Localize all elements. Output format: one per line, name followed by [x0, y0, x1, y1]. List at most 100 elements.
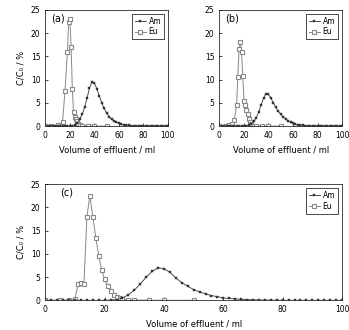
- Eu: [86, 124, 90, 128]
- Eu: [223, 124, 228, 128]
- Eu: [235, 103, 239, 107]
- Eu: [236, 75, 240, 79]
- Legend: Am, Eu: Am, Eu: [132, 14, 164, 39]
- Eu: [43, 124, 47, 128]
- Am: [301, 123, 305, 127]
- Am: [245, 298, 249, 302]
- Eu: [117, 296, 121, 300]
- Eu: [237, 48, 241, 51]
- Eu: [100, 268, 104, 272]
- Eu: [69, 45, 73, 49]
- Y-axis label: C/C₀ / %: C/C₀ / %: [16, 51, 25, 85]
- Line: Am: Am: [218, 92, 343, 127]
- Am: [90, 80, 94, 84]
- Am: [166, 124, 170, 128]
- Am: [163, 124, 168, 128]
- Text: (a): (a): [52, 14, 65, 23]
- Eu: [147, 298, 151, 302]
- Eu: [76, 282, 80, 286]
- Eu: [80, 124, 84, 128]
- Line: Eu: Eu: [217, 40, 283, 128]
- Am: [334, 298, 338, 302]
- X-axis label: Volume of effluent / ml: Volume of effluent / ml: [146, 320, 242, 329]
- Eu: [74, 117, 78, 121]
- Eu: [240, 74, 245, 78]
- Eu: [73, 297, 77, 301]
- Line: Am: Am: [44, 267, 343, 302]
- Eu: [246, 113, 250, 116]
- Eu: [92, 124, 96, 128]
- Eu: [77, 123, 82, 127]
- Eu: [91, 215, 95, 219]
- Line: Eu: Eu: [43, 17, 109, 128]
- Am: [109, 298, 113, 302]
- Eu: [227, 123, 231, 127]
- Eu: [63, 89, 67, 93]
- Am: [254, 116, 258, 120]
- Am: [244, 124, 248, 128]
- Am: [340, 298, 344, 302]
- Eu: [254, 124, 258, 128]
- Eu: [70, 87, 74, 91]
- Am: [264, 91, 268, 95]
- Eu: [85, 215, 89, 219]
- Eu: [105, 284, 110, 288]
- Eu: [82, 282, 86, 286]
- Eu: [247, 117, 251, 121]
- Eu: [242, 99, 246, 103]
- Eu: [162, 298, 166, 302]
- Am: [70, 124, 74, 128]
- Y-axis label: C/C₀ / %: C/C₀ / %: [16, 225, 25, 259]
- Eu: [120, 297, 125, 301]
- Eu: [60, 120, 65, 124]
- Am: [337, 124, 342, 128]
- Am: [138, 282, 142, 286]
- Am: [217, 124, 222, 128]
- Eu: [249, 122, 253, 126]
- Am: [340, 124, 344, 128]
- Legend: Am, Eu: Am, Eu: [306, 188, 338, 214]
- Text: (b): (b): [225, 14, 239, 23]
- Am: [127, 123, 131, 127]
- Eu: [192, 298, 196, 302]
- Eu: [65, 50, 69, 54]
- Eu: [243, 103, 247, 107]
- Eu: [58, 298, 62, 302]
- Line: Eu: Eu: [43, 193, 196, 303]
- Eu: [109, 289, 113, 293]
- Eu: [244, 108, 248, 112]
- Am: [82, 106, 87, 110]
- Eu: [76, 122, 81, 126]
- Eu: [252, 124, 256, 128]
- Am: [134, 124, 138, 128]
- Eu: [260, 124, 265, 128]
- Am: [308, 124, 312, 128]
- Am: [257, 110, 261, 114]
- Eu: [75, 119, 79, 123]
- Eu: [112, 293, 116, 297]
- Am: [80, 113, 84, 116]
- Eu: [239, 50, 244, 54]
- X-axis label: Volume of effluent / ml: Volume of effluent / ml: [59, 146, 155, 154]
- X-axis label: Volume of effluent / ml: Volume of effluent / ml: [232, 146, 329, 154]
- Am: [43, 298, 47, 302]
- Line: Am: Am: [44, 81, 169, 127]
- Eu: [279, 124, 283, 128]
- Am: [132, 288, 136, 292]
- Eu: [126, 298, 131, 302]
- Eu: [67, 19, 71, 23]
- Eu: [50, 124, 54, 128]
- Eu: [238, 41, 242, 45]
- Eu: [217, 124, 222, 128]
- Eu: [88, 194, 92, 198]
- Eu: [97, 254, 101, 258]
- Am: [156, 266, 160, 270]
- Eu: [132, 298, 136, 302]
- Eu: [43, 298, 47, 302]
- Eu: [232, 118, 236, 122]
- Text: (c): (c): [60, 188, 73, 198]
- Legend: Am, Eu: Am, Eu: [306, 14, 338, 39]
- Eu: [67, 298, 71, 302]
- Eu: [72, 110, 76, 114]
- Eu: [114, 295, 119, 299]
